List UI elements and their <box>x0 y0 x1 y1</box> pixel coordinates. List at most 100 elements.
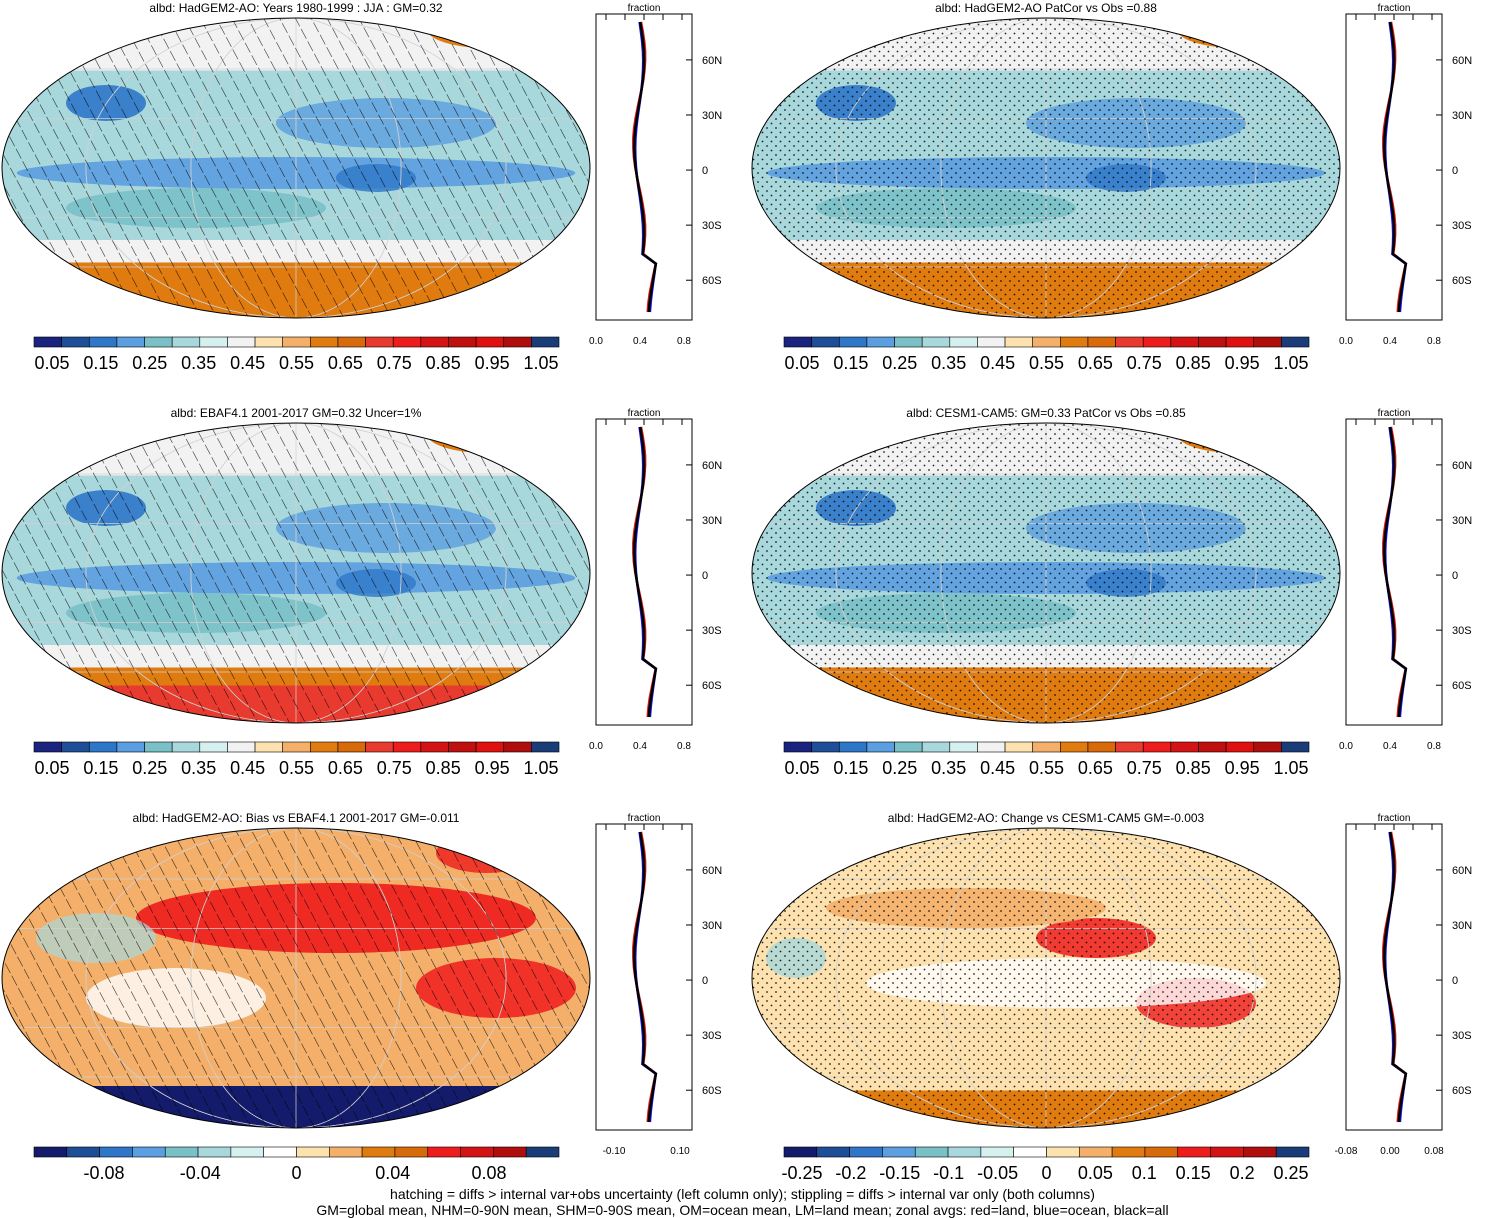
colorbar-swatch <box>503 741 532 753</box>
colorbar-tick-label: 0.1 <box>1132 1163 1157 1183</box>
colorbar-swatch <box>783 741 812 753</box>
zonal-x-tick: 0.0 <box>589 741 603 752</box>
zonal-x-tick: 0.4 <box>1383 336 1397 347</box>
colorbar-tick-label: 0.45 <box>230 353 265 373</box>
colorbar-swatch <box>1253 336 1282 348</box>
colorbar-tick-label: 0.85 <box>426 353 461 373</box>
colorbar-swatch <box>882 1146 916 1158</box>
colorbar-swatch <box>783 1146 818 1158</box>
colorbar-swatch <box>866 336 895 348</box>
latitude-label: 30S <box>702 220 722 232</box>
colorbar-tick-label: 0.05 <box>784 353 819 373</box>
colorbar-swatch <box>171 741 201 753</box>
colorbar-swatch <box>33 741 62 753</box>
colorbar-swatch <box>1013 1146 1047 1158</box>
zonal-all-line <box>1382 21 1408 313</box>
latitude-label: 30N <box>702 515 722 527</box>
colorbar-swatch <box>1170 741 1199 753</box>
colorbar-swatch <box>1198 741 1227 753</box>
colorbar-swatch <box>1225 336 1255 348</box>
zonal-mean-plot: fraction 60N 30N 0 30S 60S 0.0 0.4 0.8 <box>1339 3 1472 347</box>
latitude-label: 60N <box>702 865 722 877</box>
zonal-x-tick: 0.10 <box>670 1146 690 1157</box>
colorbar-swatch <box>230 1146 264 1158</box>
colorbar-swatch <box>1142 336 1172 348</box>
colorbar-swatch <box>894 741 923 753</box>
colorbar-swatch <box>1210 1146 1244 1158</box>
colorbar-swatch <box>88 336 118 348</box>
latitude-label: 60S <box>1452 1085 1472 1097</box>
colorbar-swatch <box>947 1146 982 1158</box>
colorbar-tick-label: 0.05 <box>34 758 69 778</box>
colorbar-swatch <box>949 741 978 753</box>
colorbar-swatch <box>310 741 339 753</box>
latitude-label: 60S <box>702 1085 722 1097</box>
colorbar-swatch <box>460 1146 494 1158</box>
colorbar-tick-label: -0.08 <box>83 1163 124 1183</box>
colorbar: -0.08 -0.04 0 0.04 0.08 <box>33 1146 560 1183</box>
latitude-label: 60S <box>702 275 722 287</box>
hatching-overlay <box>2 18 590 318</box>
latitude-label: 0 <box>702 975 708 987</box>
zonal-x-label: fraction <box>1378 813 1411 824</box>
map-field <box>752 18 1340 318</box>
colorbar-swatch <box>1243 1146 1277 1158</box>
panel-title: albd: HadGEM2-AO: Change vs CESM1-CAM5 G… <box>888 811 1205 825</box>
colorbar-swatch <box>144 336 173 348</box>
colorbar-swatch <box>1170 336 1199 348</box>
colorbar-tick-label: 0.25 <box>882 758 917 778</box>
colorbar: -0.25 -0.2 -0.15 -0.1 -0.05 0 0.05 0.1 0.15 0.2 0.… <box>781 1146 1310 1183</box>
panel-title: albd: EBAF4.1 2001-2017 GM=0.32 Uncer=1% <box>171 406 422 420</box>
colorbar-tick-label: 0.95 <box>475 353 510 373</box>
colorbar-tick-label: 0.75 <box>377 353 412 373</box>
latitude-label: 60N <box>1452 865 1472 877</box>
colorbar-tick-label: 0.35 <box>181 353 216 373</box>
colorbar-swatch <box>263 1146 297 1158</box>
latitude-label: 0 <box>1452 165 1458 177</box>
footer-line-1: hatching = diffs > internal var+obs unce… <box>390 1186 1095 1202</box>
colorbar-tick-label: -0.04 <box>180 1163 221 1183</box>
colorbar-tick-label: 0.45 <box>230 758 265 778</box>
colorbar-swatch <box>1253 741 1282 753</box>
zonal-mean-plot: fraction 60N 30N 0 30S 60S 0.0 0.4 0.8 <box>589 3 722 347</box>
colorbar-swatch <box>61 336 90 348</box>
colorbar-tick-label: -0.05 <box>977 1163 1018 1183</box>
panel-title: albd: HadGEM2-AO: Bias vs EBAF4.1 2001-2… <box>133 811 460 825</box>
zonal-all-line <box>632 426 658 718</box>
map-field <box>752 423 1340 723</box>
colorbar-tick-label: 1.05 <box>1273 758 1308 778</box>
zonal-x-tick: 0.4 <box>1383 741 1397 752</box>
latitude-label: 0 <box>702 570 708 582</box>
colorbar-tick-label: 0.75 <box>1127 353 1162 373</box>
colorbar-swatch <box>1032 741 1061 753</box>
colorbar-swatch <box>811 336 840 348</box>
map-outline <box>751 827 1341 1129</box>
colorbar-tick-label: 0.25 <box>132 353 167 373</box>
colorbar-tick-label: 0.75 <box>377 758 412 778</box>
colorbar-swatch <box>329 1146 363 1158</box>
colorbar-swatch <box>254 336 283 348</box>
colorbar-swatch <box>282 741 311 753</box>
colorbar-swatch <box>296 1146 330 1158</box>
zonal-mean-plot: fraction 60N 30N 0 30S 60S -0.08 0.00 0.08 <box>1335 813 1473 1157</box>
zonal-x-tick: 0.0 <box>589 336 603 347</box>
map-field <box>2 828 590 1128</box>
colorbar-swatch <box>493 1146 527 1158</box>
colorbar-swatch <box>1142 741 1172 753</box>
colorbar-swatch <box>365 741 394 753</box>
zonal-x-label: fraction <box>1378 3 1411 14</box>
colorbar-tick-label: 0.85 <box>1176 758 1211 778</box>
zonal-x-tick: 0.8 <box>1427 741 1441 752</box>
footer-line-2: GM=global mean, NHM=0-90N mean, SHM=0-90… <box>316 1202 1169 1218</box>
zonal-x-tick: 0.4 <box>633 741 647 752</box>
colorbar-tick-label: 0.15 <box>833 758 868 778</box>
colorbar-tick-label: 0.25 <box>1273 1163 1308 1183</box>
colorbar-tick-label: 0.05 <box>34 353 69 373</box>
latitude-label: 30N <box>702 110 722 122</box>
zonal-x-tick: 0.8 <box>1427 336 1441 347</box>
colorbar-swatch <box>116 336 145 348</box>
colorbar-swatch <box>197 1146 232 1158</box>
colorbar-swatch <box>1046 1146 1080 1158</box>
panel-1: albd: HadGEM2-AO: Years 1980-1999 : JJA … <box>1 1 722 373</box>
